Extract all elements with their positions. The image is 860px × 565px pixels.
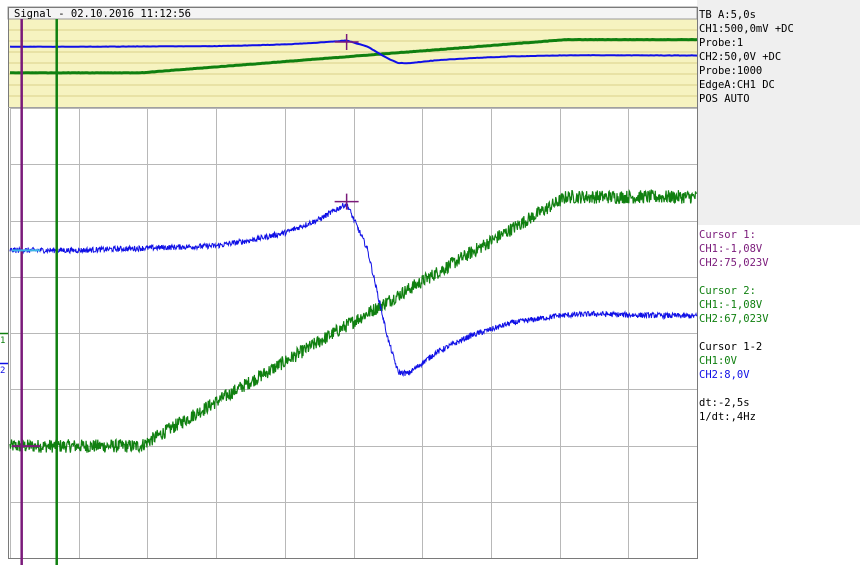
main-grid bbox=[10, 108, 698, 559]
display-frame bbox=[8, 7, 698, 559]
cursor2-ch1-value: CH1:-1,08V bbox=[699, 299, 763, 311]
trigger-label: EdgeA:CH1 DC bbox=[699, 79, 775, 91]
cursor2-ch2-value: CH2:67,023V bbox=[699, 313, 769, 325]
cursor1-ch1-value: CH1:-1,08V bbox=[699, 243, 763, 255]
cursor1-title: Cursor 1: bbox=[699, 229, 756, 241]
ch2-probe-label: Probe:1000 bbox=[699, 65, 763, 77]
ch2-marker: 2 bbox=[0, 366, 5, 376]
ch2-trace bbox=[9, 188, 698, 454]
ch2-overview-trace bbox=[10, 37, 698, 75]
trigger-marker-overview bbox=[334, 34, 359, 50]
cursor1-ch2-value: CH2:75,023V bbox=[699, 257, 769, 269]
delta-ch1-value: CH1:0V bbox=[699, 355, 737, 367]
delta-title: Cursor 1-2 bbox=[699, 341, 763, 353]
timebase-label: TB A:5,0s bbox=[699, 9, 756, 21]
ch2-setting-label: CH2:50,0V +DC bbox=[699, 51, 782, 63]
cursor-panel-bg bbox=[697, 225, 860, 565]
freq-value: 1/dt:,4Hz bbox=[699, 411, 756, 423]
delta-ch2-value: CH2:8,0V bbox=[699, 369, 750, 381]
window-title: Signal - 02.10.2016 11:12:56 bbox=[14, 8, 191, 20]
ch1-probe-label: Probe:1 bbox=[699, 37, 744, 49]
ch1-trace bbox=[9, 201, 698, 377]
ch1-setting-label: CH1:500,0mV +DC bbox=[699, 23, 794, 35]
mode-label: POS AUTO bbox=[699, 93, 750, 105]
trigger-marker bbox=[334, 193, 359, 210]
dt-value: dt:-2,5s bbox=[699, 397, 750, 409]
cursor2-title: Cursor 2: bbox=[699, 285, 756, 297]
ch1-marker: 1 bbox=[0, 336, 5, 346]
settings-panel-bg bbox=[697, 0, 860, 225]
